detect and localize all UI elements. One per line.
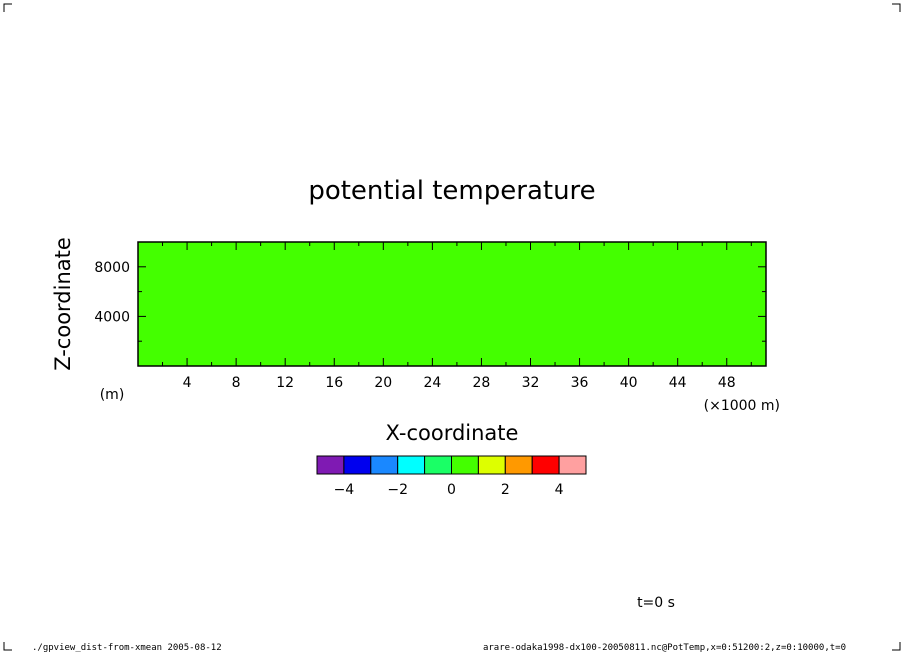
colorbar-tick-label: 4: [555, 482, 564, 498]
colorbar-swatch: [504, 455, 533, 475]
colorbar-swatch: [531, 455, 560, 475]
x-tick-label: 4: [183, 375, 192, 391]
x-tick-label: 8: [232, 375, 241, 391]
colorbar-swatch: [397, 455, 426, 475]
x-tick-label: 12: [276, 375, 294, 391]
colorbar-tick-label: −2: [387, 482, 408, 498]
x-axis-unit: (×1000 m): [704, 398, 780, 414]
x-tick-label: 48: [718, 375, 736, 391]
footer-right: arare-odaka1998-dx100-20050811.nc@PotTem…: [483, 643, 846, 653]
x-tick-label: 24: [423, 375, 441, 391]
colorbar-swatch: [558, 455, 587, 475]
corner-marks: [3, 3, 901, 651]
time-label: t=0 s: [637, 595, 675, 611]
x-axis: 4 8 12 16 20 24 28 32 36 40 44 48: [162, 242, 752, 391]
x-tick-label: 16: [325, 375, 343, 391]
chart-title: potential temperature: [308, 176, 595, 206]
colorbar-tick-label: 2: [501, 482, 510, 498]
x-tick-label: 44: [669, 375, 687, 391]
colorbar-swatch: [370, 455, 399, 475]
colorbar-ticks: −4 −2 0 2 4: [334, 482, 564, 498]
colorbar-tick-label: −4: [334, 482, 355, 498]
colorbar-swatch: [477, 455, 506, 475]
colorbar-tick-label: 0: [447, 482, 456, 498]
x-tick-label: 32: [522, 375, 540, 391]
y-axis-label: Z-coordinate: [51, 237, 75, 371]
footer-left: ./gpview_dist-from-xmean 2005-08-12: [32, 643, 222, 653]
colorbar-swatch: [424, 455, 453, 475]
y-axis: 4000 8000: [94, 260, 766, 342]
x-axis-label: X-coordinate: [386, 421, 519, 445]
plot-field: [137, 241, 767, 367]
y-tick-label: 8000: [94, 260, 130, 276]
x-tick-label: 40: [620, 375, 638, 391]
x-tick-label: 36: [571, 375, 589, 391]
colorbar-swatch: [451, 455, 479, 475]
colorbar-swatch: [316, 455, 345, 475]
y-axis-unit: (m): [100, 387, 125, 403]
y-tick-label: 4000: [94, 309, 130, 325]
x-tick-label: 28: [473, 375, 491, 391]
colorbar-swatch: [343, 455, 372, 475]
colorbar: [316, 455, 587, 475]
x-tick-label: 20: [374, 375, 392, 391]
